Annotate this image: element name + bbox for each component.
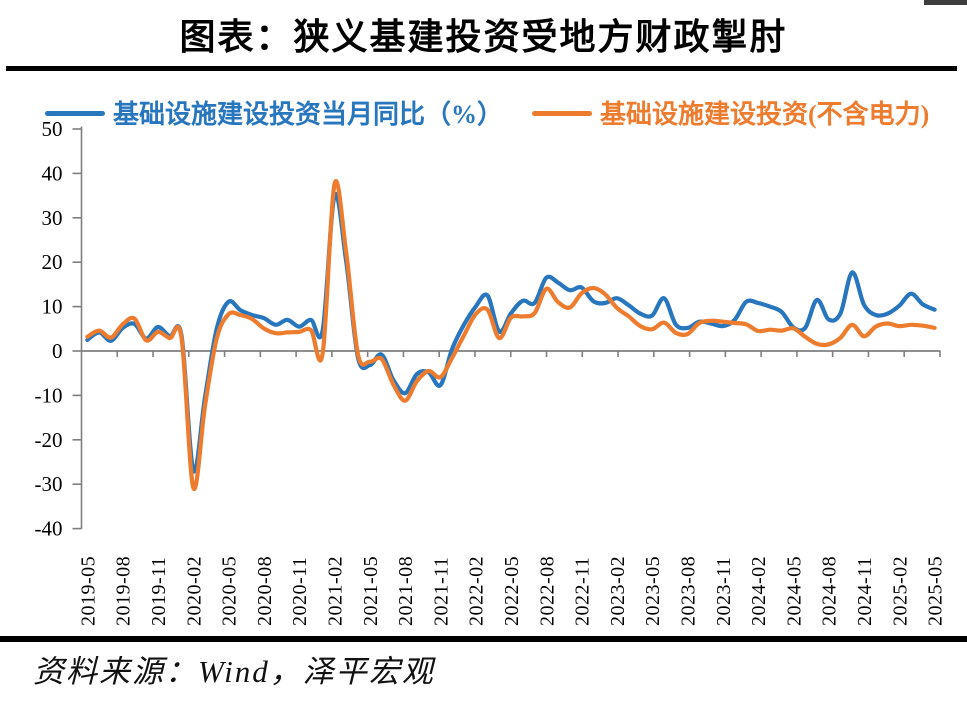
svg-text:2024-02: 2024-02 [748,556,770,626]
svg-text:2022-11: 2022-11 [572,557,594,626]
chart-legend: 基础设施建设投资当月同比（%） 基础设施建设投资(不含电力) [0,94,967,130]
legend-label: 基础设施建设投资(不含电力) [600,100,930,129]
svg-text:2020-08: 2020-08 [254,556,276,626]
svg-text:2025-05: 2025-05 [925,556,947,626]
svg-text:-10: -10 [35,383,63,407]
legend-line-swatch-orange [532,111,592,116]
svg-text:-20: -20 [35,428,63,452]
svg-text:50: 50 [42,117,63,141]
svg-text:2024-05: 2024-05 [783,556,805,626]
svg-text:40: 40 [42,161,63,185]
svg-text:2022-05: 2022-05 [501,556,523,626]
legend-line-swatch-blue [45,111,105,116]
svg-text:0: 0 [52,339,63,363]
svg-text:2021-08: 2021-08 [395,556,417,626]
svg-text:30: 30 [42,206,63,230]
svg-text:2019-11: 2019-11 [148,557,170,626]
svg-text:2025-02: 2025-02 [889,556,911,626]
svg-text:2024-08: 2024-08 [819,556,841,626]
svg-text:2021-11: 2021-11 [430,557,452,626]
svg-text:2024-11: 2024-11 [854,557,876,626]
svg-text:2019-05: 2019-05 [77,556,99,626]
svg-text:2023-02: 2023-02 [607,556,629,626]
svg-text:2019-08: 2019-08 [113,556,135,626]
svg-text:10: 10 [42,295,63,319]
legend-label: 基础设施建设投资当月同比（%） [113,100,504,129]
svg-text:20: 20 [42,250,63,274]
source-note: 资料来源：Wind，泽平宏观 [33,654,435,689]
footer-divider [0,636,967,642]
chart-title: 图表：狭义基建投资受地方财政掣肘 [179,17,788,57]
svg-text:2023-05: 2023-05 [642,556,664,626]
svg-text:2020-02: 2020-02 [183,556,205,626]
svg-text:2022-08: 2022-08 [536,556,558,626]
svg-text:2020-11: 2020-11 [289,557,311,626]
svg-text:-30: -30 [35,472,63,496]
svg-text:-40: -40 [35,517,63,541]
svg-text:2020-05: 2020-05 [219,556,241,626]
page-corner-mark [924,0,967,5]
svg-text:2023-11: 2023-11 [713,557,735,626]
svg-text:2023-08: 2023-08 [678,556,700,626]
svg-text:2022-02: 2022-02 [466,556,488,626]
title-divider [6,66,957,71]
svg-text:2021-05: 2021-05 [360,556,382,626]
svg-text:2021-02: 2021-02 [325,556,347,626]
